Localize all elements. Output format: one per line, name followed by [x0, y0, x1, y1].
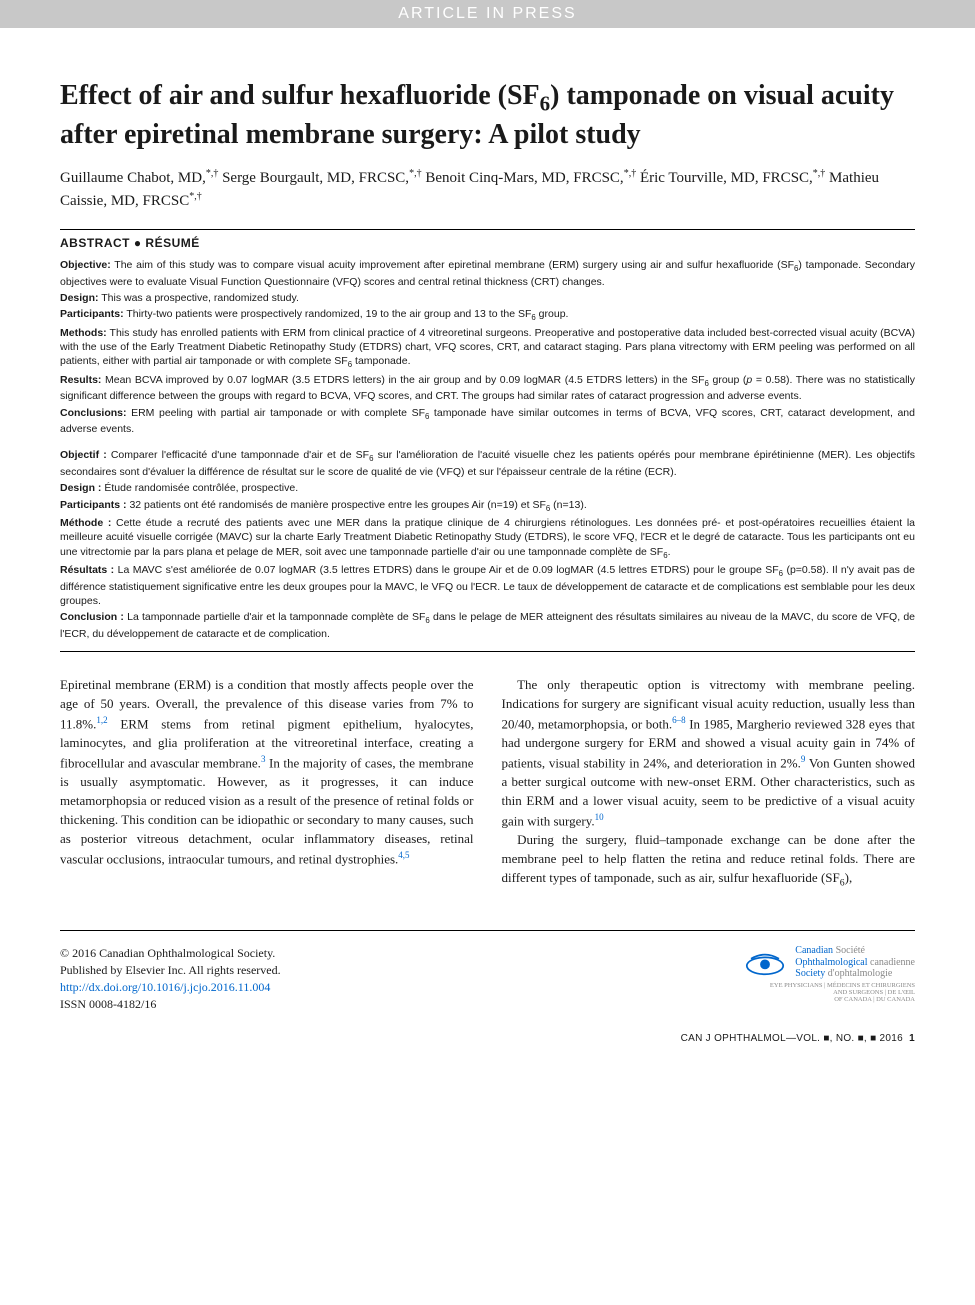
issn-line: ISSN 0008-4182/16	[60, 996, 281, 1013]
abstract-item: Méthode : Cette étude a recruté des pati…	[60, 516, 915, 561]
article-body: Epiretinal membrane (ERM) is a condition…	[60, 676, 915, 890]
body-paragraph-2: The only therapeutic option is vitrectom…	[502, 676, 916, 831]
footer-divider	[60, 930, 915, 931]
abstract-item: Conclusion : La tamponnade partielle d'a…	[60, 610, 915, 641]
journal-footer-line: CAN J OPHTHALMOL—VOL. ■, NO. ■, ■ 2016 1	[60, 1033, 915, 1044]
abstract-item: Conclusions: ERM peeling with partial ai…	[60, 406, 915, 437]
abstract-item: Objective: The aim of this study was to …	[60, 258, 915, 289]
article-title: Effect of air and sulfur hexafluoride (S…	[60, 78, 915, 152]
publisher-line: Published by Elsevier Inc. All rights re…	[60, 962, 281, 979]
abstract-french: Objectif : Comparer l'efficacité d'une t…	[60, 448, 915, 641]
society-name: Canadian Société Ophthalmological canadi…	[795, 945, 915, 980]
abstract-divider	[60, 651, 915, 652]
abstract-item: Results: Mean BCVA improved by 0.07 logM…	[60, 373, 915, 404]
body-paragraph-3: During the surgery, fluid–tamponade exch…	[502, 831, 916, 890]
abstract-item: Design: This was a prospective, randomiz…	[60, 291, 915, 305]
article-in-press-banner: ARTICLE IN PRESS	[0, 0, 975, 28]
authors-list: Guillaume Chabot, MD,*,† Serge Bourgault…	[60, 166, 915, 213]
page-content: Effect of air and sulfur hexafluoride (S…	[0, 28, 975, 1074]
abstract-english: Objective: The aim of this study was to …	[60, 258, 915, 437]
eye-logo-icon	[743, 949, 787, 977]
abstract-heading: ABSTRACT ● RÉSUMÉ	[60, 229, 915, 250]
page-footer: © 2016 Canadian Ophthalmological Society…	[60, 945, 915, 1012]
abstract-item: Design : Étude randomisée contrôlée, pro…	[60, 481, 915, 495]
doi-link[interactable]: http://dx.doi.org/10.1016/j.jcjo.2016.11…	[60, 980, 270, 994]
body-paragraph-1: Epiretinal membrane (ERM) is a condition…	[60, 676, 474, 868]
footer-copyright-block: © 2016 Canadian Ophthalmological Society…	[60, 945, 281, 1012]
abstract-item: Participants: Thirty-two patients were p…	[60, 307, 915, 324]
abstract-item: Participants : 32 patients ont été rando…	[60, 498, 915, 515]
society-logo-block: Canadian Société Ophthalmological canadi…	[743, 945, 915, 1003]
copyright-line: © 2016 Canadian Ophthalmological Society…	[60, 945, 281, 962]
abstract-item: Résultats : La MAVC s'est améliorée de 0…	[60, 563, 915, 608]
society-tagline: EYE PHYSICIANS | MÉDECINS ET CHIRURGIENS…	[743, 982, 915, 1003]
abstract-item: Objectif : Comparer l'efficacité d'une t…	[60, 448, 915, 479]
abstract-item: Methods: This study has enrolled patient…	[60, 326, 915, 371]
